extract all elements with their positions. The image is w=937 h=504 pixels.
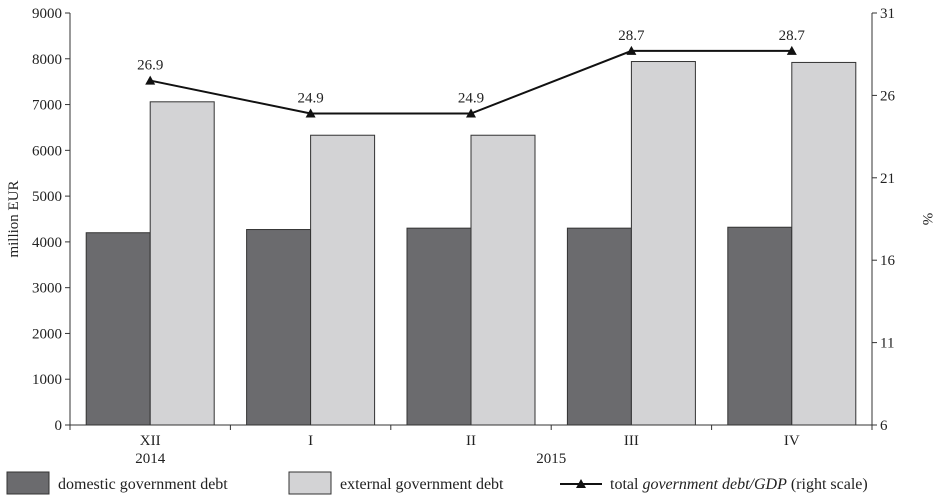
bar-domestic-debt	[85, 232, 151, 426]
debt-gdp-point	[626, 45, 637, 55]
x-tick-label: XII	[140, 433, 161, 449]
bar-external-debt	[149, 101, 215, 426]
debt-gdp-data-label: 26.9	[137, 58, 163, 74]
debt-gdp-point	[145, 75, 156, 85]
y2-tick-label: 26	[880, 88, 896, 104]
y-tick-label: 3000	[32, 281, 62, 297]
debt-gdp-point	[786, 45, 797, 55]
y-tick-label: 7000	[32, 98, 62, 114]
legend-triangle-marker	[576, 479, 586, 488]
x-tick-label: IV	[784, 433, 800, 449]
x-tick-label: I	[308, 433, 313, 449]
debt-gdp-point	[466, 108, 476, 118]
bar-external-debt	[630, 61, 696, 426]
y2-tick-label: 21	[880, 171, 895, 187]
bar-domestic-debt	[727, 226, 793, 426]
legend-swatch-external	[288, 471, 332, 495]
bars	[85, 61, 857, 426]
debt-gdp-point	[305, 108, 316, 118]
debt-gdp-data-label: 24.9	[297, 91, 323, 107]
debt-gdp-data-label: 28.7	[618, 28, 645, 44]
bar-domestic-debt	[566, 227, 632, 426]
x-tick-label: II	[466, 433, 476, 449]
bar-external-debt	[310, 134, 376, 426]
y-tick-label: 8000	[32, 52, 62, 68]
y2-tick-label: 16	[880, 253, 896, 269]
legend-swatch-domestic	[6, 471, 50, 495]
x-tick-label: III	[624, 433, 639, 449]
y-tick-label: 4000	[32, 235, 62, 251]
y2-tick-label: 11	[880, 336, 894, 352]
debt-gdp-data-label: 24.9	[458, 91, 484, 107]
year-label: 2014	[135, 451, 166, 467]
line-series	[145, 45, 797, 118]
y-tick-label: 6000	[32, 143, 62, 159]
bar-domestic-debt	[246, 229, 312, 426]
y-tick-label: 0	[55, 418, 63, 434]
year-label: 2015	[536, 451, 566, 467]
y2-tick-label: 6	[880, 418, 888, 434]
bar-domestic-debt	[406, 227, 472, 426]
legend-label-ratio: total government debt/GDP (right scale)	[610, 476, 868, 493]
data-labels: 26.9 24.9 24.9 28.7 28.7	[137, 28, 805, 107]
y-tick-label: 2000	[32, 326, 62, 342]
y2-axis-title: %	[919, 213, 935, 226]
bar-external-debt	[470, 134, 536, 426]
y2-tick-label: 31	[880, 6, 895, 22]
y-axis-title: million EUR	[6, 180, 22, 257]
legend-label-external: external government debt	[340, 476, 504, 493]
y-tick-label: 1000	[32, 372, 62, 388]
y-tick-label: 9000	[32, 6, 62, 22]
legend-label-domestic: domestic government debt	[58, 476, 228, 493]
legend: domestic government debt external governm…	[6, 471, 868, 495]
tick-labels: 0 1000 2000 3000 4000 5000 6000 7000 8000 9000 6 11…	[6, 6, 935, 467]
y-tick-label: 5000	[32, 189, 62, 205]
bar-external-debt	[791, 61, 857, 426]
debt-gdp-data-label: 28.7	[779, 28, 806, 44]
